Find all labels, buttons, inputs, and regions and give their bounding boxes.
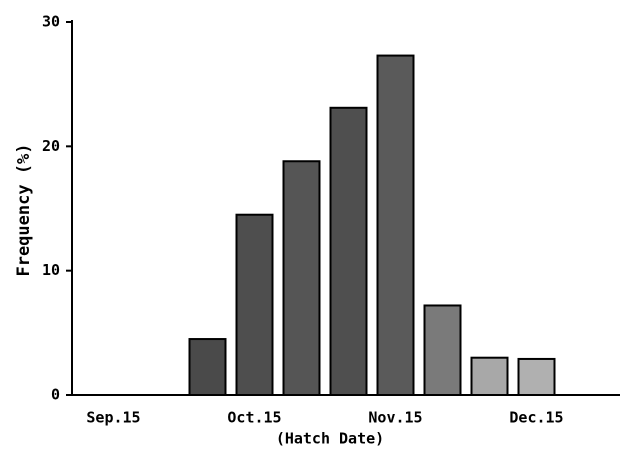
x-axis-label: (Hatch Date) [276,430,384,448]
bar [282,160,321,396]
x-tick-label: Oct.15 [227,409,281,427]
bar [329,106,368,396]
x-tick-label: Nov.15 [368,409,422,427]
y-tick-label: 0 [51,386,60,404]
y-tick-label: 10 [42,261,60,279]
x-tick-label: Sep.15 [86,409,140,427]
y-axis-label: Frequency (%) [14,143,34,276]
bar [423,304,462,397]
bar [235,213,274,396]
bar [517,357,556,396]
bar [188,338,227,396]
x-tick-label: Dec.15 [509,409,563,427]
bar [470,356,509,397]
bar [376,54,415,396]
y-tick-label: 20 [42,137,60,155]
y-tick-label: 30 [42,13,60,31]
